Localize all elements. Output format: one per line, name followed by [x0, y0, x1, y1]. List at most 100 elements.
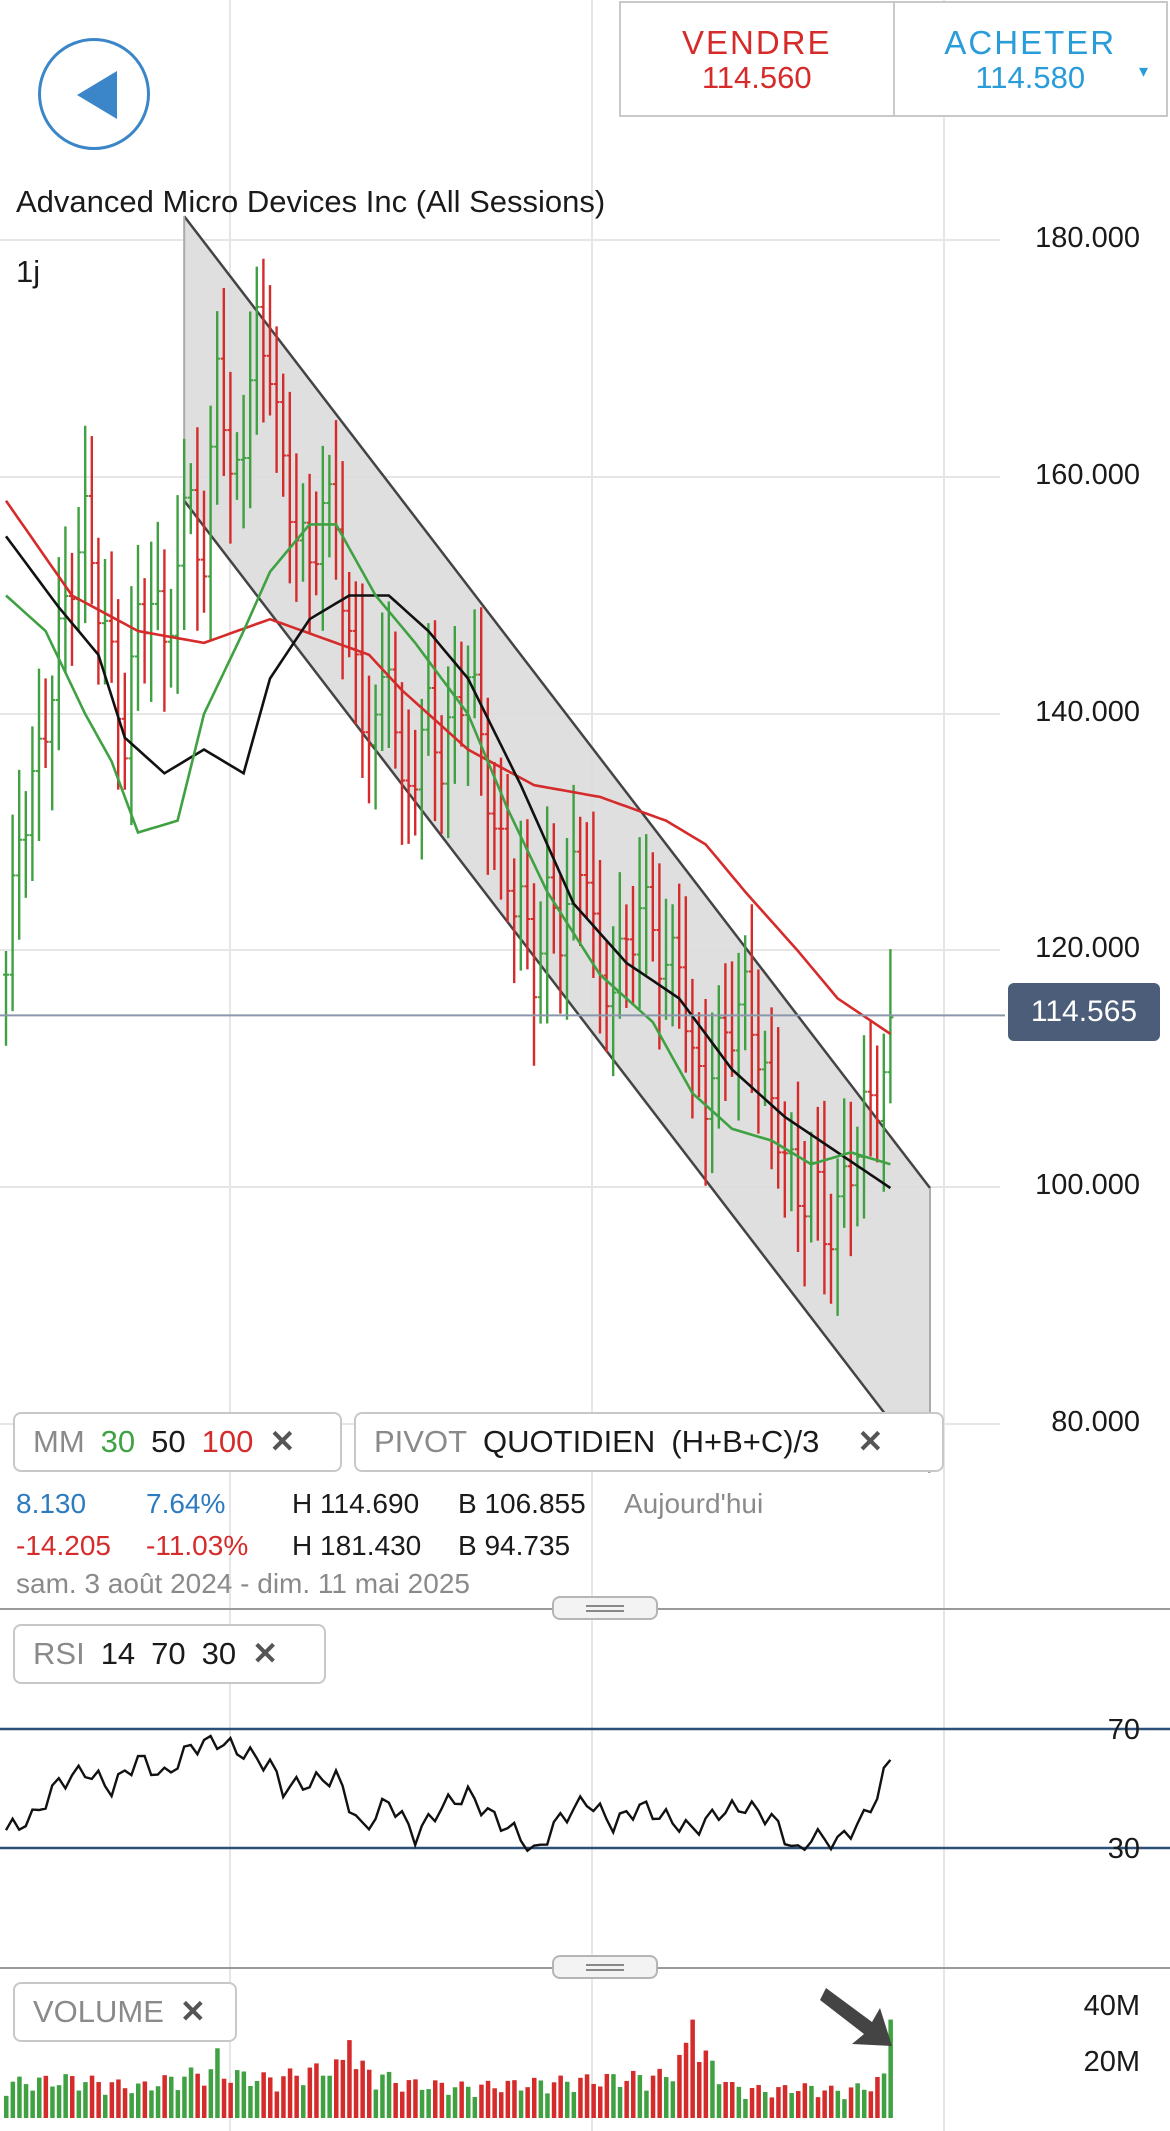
volume-bar — [254, 2081, 260, 2118]
price-axis-label: 180.000 — [1035, 222, 1140, 254]
volume-bar — [182, 2076, 187, 2118]
volume-bar — [664, 2077, 669, 2118]
date-range: sam. 3 août 2024 - dim. 11 mai 2025 — [16, 1568, 470, 1599]
volume-bar — [103, 2094, 108, 2118]
volume-bar — [50, 2086, 55, 2118]
pivot-formula: (H+B+C)/3 — [671, 1424, 820, 1459]
volume-bar — [188, 2067, 194, 2118]
volume-indicator-pill[interactable]: VOLUME ✕ — [13, 1982, 237, 2042]
volume-bar — [353, 2069, 359, 2118]
pivot-indicator-pill[interactable]: PIVOT QUOTIDIEN (H+B+C)/3 ✕ — [354, 1412, 944, 1472]
volume-bar — [56, 2085, 62, 2118]
today-change: 8.130 — [16, 1488, 87, 1519]
ma-indicator-pill[interactable]: MM 30 50 100 ✕ — [13, 1412, 342, 1472]
volume-bar — [730, 2082, 735, 2118]
volume-bar — [875, 2076, 880, 2118]
volume-bar — [30, 2090, 35, 2118]
ma-label: MM — [33, 1424, 85, 1459]
volume-bar — [320, 2075, 326, 2118]
volume-bar — [565, 2081, 570, 2118]
volume-bar — [136, 2083, 141, 2118]
volume-bar — [862, 2089, 867, 2118]
volume-bar — [505, 2080, 511, 2118]
volume-bar — [241, 2071, 247, 2118]
ma50-line — [4, 535, 892, 1190]
buy-dropdown-icon[interactable]: ▾ — [1138, 61, 1148, 81]
volume-bar — [142, 2081, 148, 2118]
pivot-close-icon[interactable]: ✕ — [857, 1424, 884, 1459]
volume-bar — [604, 2073, 610, 2118]
volume-bar — [195, 2073, 200, 2118]
volume-bar — [459, 2081, 464, 2118]
volume-bar — [452, 2087, 458, 2118]
volume-bar — [670, 2081, 676, 2118]
volume-bar — [776, 2087, 781, 2118]
volume-bar — [287, 2068, 293, 2118]
panel-resize-handle[interactable] — [552, 1955, 658, 1979]
volume-bar — [716, 2084, 722, 2118]
panel-resize-handle[interactable] — [552, 1596, 658, 1620]
ma-close-icon[interactable]: ✕ — [269, 1424, 296, 1459]
volume-bar — [169, 2076, 174, 2118]
volume-bar — [822, 2090, 827, 2118]
volume-bar — [789, 2093, 794, 2118]
volume-label: VOLUME — [33, 1994, 164, 2029]
volume-bar — [512, 2080, 517, 2118]
volume-bar — [162, 2075, 167, 2118]
volume-bar — [617, 2086, 623, 2118]
buy-button[interactable]: ACHETER 114.580 ▾ — [892, 3, 1167, 115]
volume-bar — [301, 2085, 306, 2118]
volume-bar — [650, 2075, 656, 2118]
buy-price: 114.580 — [975, 60, 1086, 95]
sell-button[interactable]: VENDRE 114.560 — [621, 3, 893, 115]
volume-bar — [439, 2082, 445, 2118]
ma100-line — [4, 499, 892, 1035]
pivot-label: PIVOT — [374, 1424, 468, 1459]
back-arrow-icon — [77, 71, 117, 119]
volume-bar — [598, 2086, 603, 2118]
volume-bar — [17, 2076, 22, 2118]
rsi-label: RSI — [33, 1636, 85, 1671]
volume-bar — [538, 2080, 544, 2118]
sell-label: VENDRE — [681, 24, 832, 61]
today-label: Aujourd'hui — [624, 1488, 764, 1519]
volume-bar — [63, 2074, 68, 2118]
volume-bar — [314, 2063, 319, 2118]
rsi-line — [4, 1734, 892, 1853]
current-price-tag: 114.565 — [1008, 983, 1160, 1041]
rsi-close-icon[interactable]: ✕ — [252, 1636, 279, 1671]
volume-bar — [479, 2084, 484, 2118]
price-axis-label: 80.000 — [1051, 1406, 1140, 1438]
volume-bar — [360, 2060, 365, 2118]
price-axis-label: 140.000 — [1035, 696, 1140, 728]
volume-bar — [393, 2082, 398, 2118]
volume-bar — [83, 2082, 88, 2118]
period-label[interactable]: 1j — [16, 254, 41, 289]
rsi-period: 14 — [100, 1636, 136, 1671]
volume-bar — [690, 2019, 695, 2118]
buy-label: ACHETER — [944, 24, 1117, 61]
volume-bar — [829, 2085, 834, 2118]
volume-bar — [848, 2087, 854, 2118]
volume-bar — [149, 2090, 154, 2118]
volume-bar — [769, 2097, 775, 2118]
volume-bar — [743, 2098, 748, 2118]
volume-bar — [89, 2075, 95, 2118]
back-button[interactable] — [38, 38, 150, 150]
volume-bar — [492, 2088, 497, 2118]
volume-bar — [611, 2074, 616, 2118]
volume-bar — [235, 2070, 240, 2118]
volume-bar — [697, 2061, 702, 2118]
volume-bar — [631, 2070, 636, 2118]
volume-bar — [584, 2074, 590, 2118]
volume-bar — [202, 2085, 207, 2118]
volume-bar — [881, 2073, 887, 2118]
rsi-indicator-pill[interactable]: RSI 14 70 30 ✕ — [13, 1624, 326, 1684]
volume-bar — [413, 2079, 418, 2118]
volume-bar — [525, 2087, 530, 2118]
volume-bar — [274, 2091, 280, 2118]
volume-bar — [175, 2090, 181, 2118]
volume-bar — [499, 2092, 504, 2118]
volume-close-icon[interactable]: ✕ — [179, 1994, 206, 2029]
